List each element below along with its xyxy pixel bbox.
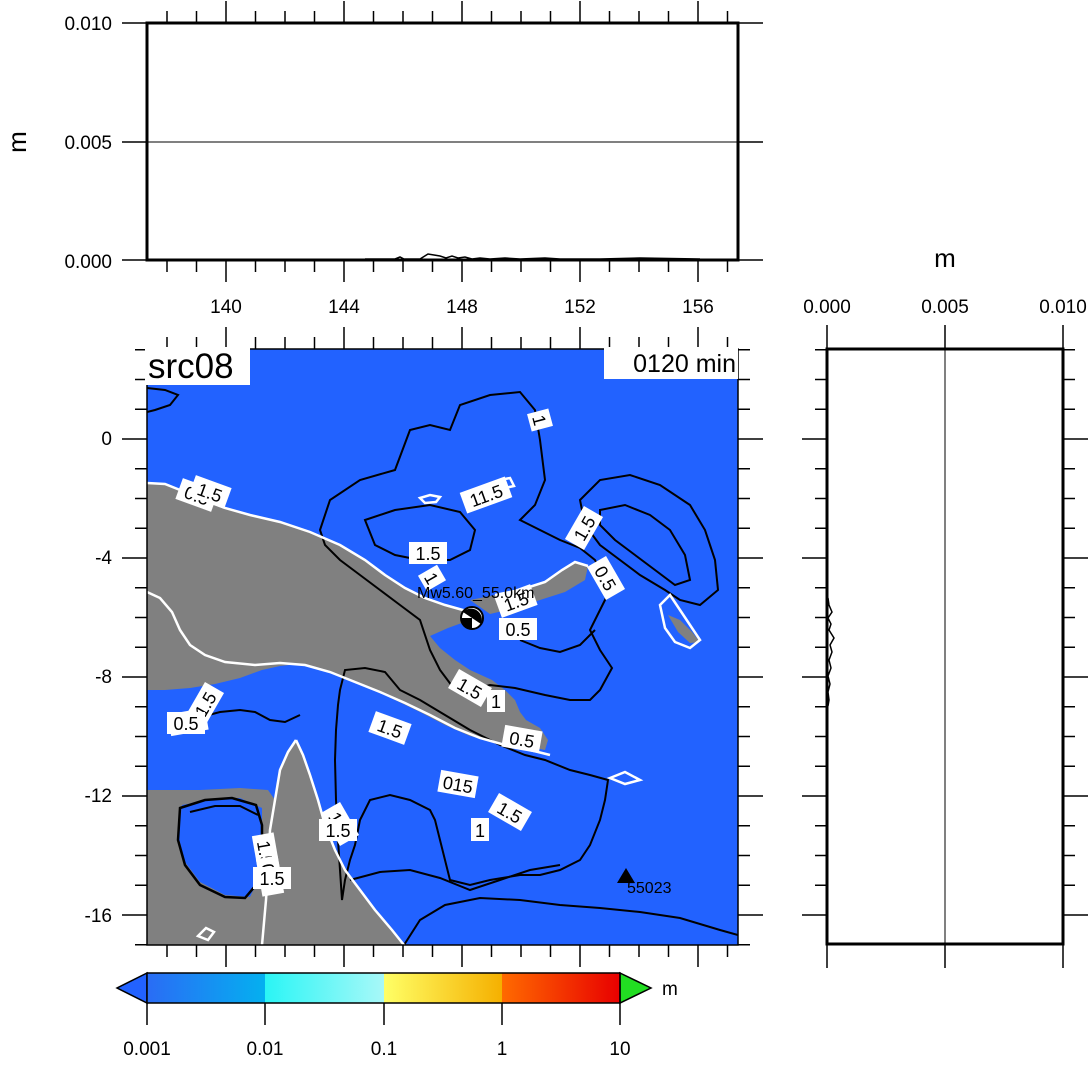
colorbar-tick-label: 0.01 — [247, 1039, 284, 1060]
contour-label: 0.5 — [167, 712, 205, 734]
side-profile-xtick-label: 0.010 — [1039, 297, 1087, 318]
svg-text:0.5: 0.5 — [505, 620, 530, 640]
lon-label: 144 — [328, 297, 360, 318]
lon-label: 148 — [446, 297, 478, 318]
landmass-australia — [147, 740, 404, 945]
lon-label: 156 — [682, 297, 714, 318]
side-profile-xlabel: m — [934, 243, 956, 273]
svg-text:1: 1 — [475, 821, 485, 841]
lat-label: -8 — [95, 667, 112, 688]
time-label: 0120 min — [633, 350, 736, 378]
colorbar-unit: m — [662, 979, 678, 1000]
colorbar-tick-label: 0.1 — [371, 1039, 397, 1060]
svg-text:1.5: 1.5 — [259, 869, 284, 889]
side-profile-ticks — [802, 325, 1088, 968]
svg-text:1.5: 1.5 — [415, 544, 440, 564]
map-panel: 0.51.511.511.51.510.51.50.51.511.50.50.5… — [85, 327, 763, 967]
lat-label: -4 — [95, 548, 112, 569]
title-box — [145, 347, 250, 385]
svg-text:0.5: 0.5 — [508, 728, 536, 752]
colorbar-over-arrow — [619, 971, 653, 1005]
lon-label: 140 — [210, 297, 242, 318]
svg-text:1: 1 — [528, 413, 550, 428]
svg-text:1: 1 — [491, 692, 501, 712]
contour-label: 1 — [417, 564, 447, 592]
colorbar-tick-label: 1 — [497, 1039, 508, 1060]
landmass-solomons — [668, 615, 700, 643]
lat-label: -16 — [85, 906, 112, 927]
top-profile-ytick-label: 0.010 — [64, 14, 112, 35]
colorbar-segment — [265, 973, 384, 1003]
contour-label: 015 — [437, 769, 479, 799]
side-profile-xtick-label: 0.005 — [921, 297, 969, 318]
map-title: src08 — [148, 347, 234, 386]
colorbar-tick-label: 0.001 — [123, 1039, 171, 1060]
lat-label: -12 — [85, 786, 112, 807]
contour-label: 1 — [471, 819, 489, 841]
event-label: Mw5.60_55.0km — [417, 585, 534, 602]
contour-label: 0.5 — [501, 724, 543, 754]
lat-label: 0 — [101, 429, 112, 450]
top-profile-ylabel: m — [2, 131, 32, 153]
contour-label: 1.5 — [409, 542, 447, 564]
gulf-of-carpentaria — [178, 798, 262, 897]
colorbar: m 0.001 0.01 0.1 1 10 — [115, 971, 678, 1060]
contour-label: 1 — [487, 690, 505, 712]
top-profile-trace — [365, 253, 701, 260]
contour-label: 1 — [527, 408, 553, 432]
colorbar-under-arrow — [115, 971, 148, 1005]
colorbar-ticks — [146, 1003, 621, 1025]
lon-label: 152 — [564, 297, 596, 318]
time-box — [604, 347, 738, 379]
side-profile-xtick-label: 0.000 — [803, 297, 851, 318]
colorbar-segment — [147, 973, 265, 1003]
colorbar-tick-label: 10 — [609, 1039, 630, 1060]
longitude-labels: 140 144 148 152 156 — [210, 297, 714, 318]
colorbar-segment — [502, 973, 620, 1003]
top-profile-ticks — [122, 1, 763, 282]
contour-label: 0.5 — [499, 618, 537, 640]
station-triangle-icon — [617, 868, 635, 883]
station-label: 55023 — [627, 880, 672, 897]
svg-text:0.5: 0.5 — [173, 714, 198, 734]
top-profile-ytick-label: 0.000 — [64, 252, 112, 273]
black-contours — [147, 387, 738, 945]
side-profile-panel: m 0.000 0.005 0.010 — [802, 243, 1088, 968]
svg-text:1.5: 1.5 — [325, 821, 350, 841]
focal-mechanism-icon — [460, 606, 484, 630]
colorbar-segment — [384, 973, 502, 1003]
contour-label: 1.5 — [319, 819, 357, 841]
side-profile-trace — [827, 597, 835, 707]
top-profile-panel: m 0.010 0.005 0.000 — [2, 1, 763, 282]
landmass-new-guinea — [147, 483, 548, 750]
top-profile-ytick-label: 0.005 — [64, 133, 112, 154]
contour-label: 1.5 — [253, 867, 291, 889]
